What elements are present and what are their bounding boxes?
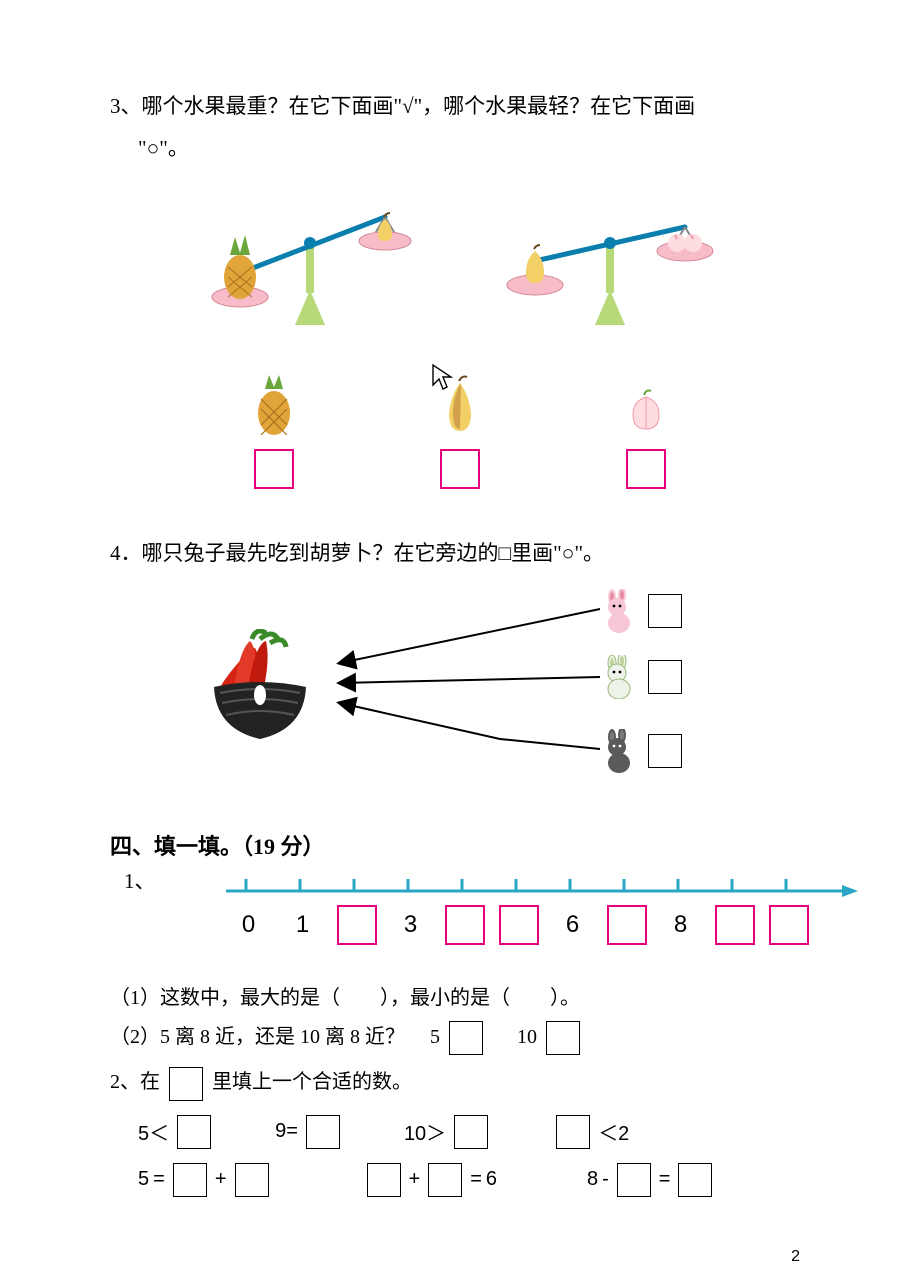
q2-hint-box (169, 1067, 203, 1101)
numberline-box[interactable] (715, 905, 755, 945)
pineapple-answer-box[interactable] (254, 449, 294, 489)
pear-col (437, 375, 483, 489)
expr-row-1: 5＜ 9= 10＞ ＜2 (138, 1115, 810, 1149)
numberline-labels: 01 3 6 8 (222, 905, 816, 945)
expr-text: = (470, 1168, 482, 1191)
sub1-text: （1）这数中，最大的是（ ），最小的是（ ）。 (110, 981, 810, 1010)
sub2-ten: 10 (517, 1026, 537, 1048)
pear-answer-box[interactable] (440, 449, 480, 489)
q4-prompt: 4．哪只兔子最先吃到胡萝卜？在它旁边的□里画"○"。 (110, 537, 810, 571)
expr-text: = (153, 1168, 165, 1191)
expr-box[interactable] (306, 1115, 340, 1149)
scale-pear-peach (500, 195, 720, 335)
scale-pineapple-pear (200, 195, 420, 335)
q2-label-row: 2、在 里填上一个合适的数。 (110, 1065, 810, 1100)
expr-box[interactable] (617, 1163, 651, 1197)
q3-prompt-line1: 3、哪个水果最重？在它下面画"√"，哪个水果最轻？在它下面画 (110, 90, 810, 124)
rabbit-row-1 (600, 589, 682, 633)
pineapple-icon (251, 375, 297, 435)
expr-item: 8- = (587, 1163, 716, 1197)
rabbit2-answer-box[interactable] (648, 660, 682, 694)
expr-item: 5＜ (138, 1115, 215, 1149)
expr-text: 10＞ (404, 1117, 446, 1146)
pineapple-col (251, 375, 297, 489)
page-number: 2 (791, 1248, 800, 1266)
cursor-icon (431, 363, 455, 391)
expr-text: ＜2 (598, 1117, 629, 1146)
peach-icon (623, 375, 669, 435)
worksheet-page: 3、哪个水果最重？在它下面画"√"，哪个水果最轻？在它下面画 "○"。 (0, 0, 920, 1237)
ten-box[interactable] (546, 1021, 580, 1055)
numberline-box[interactable] (337, 905, 377, 945)
expr-box[interactable] (454, 1115, 488, 1149)
white-rabbit-icon (600, 655, 638, 699)
expr-text: + (409, 1168, 421, 1191)
numberline-num: 3 (384, 911, 438, 939)
fruits-answer-row (110, 375, 810, 489)
sub2-row: （2）5 离 8 近，还是 10 离 8 近？ 5 10 (110, 1020, 810, 1055)
numberline-box[interactable] (769, 905, 809, 945)
scale1-svg (200, 195, 420, 335)
numberline-box[interactable] (499, 905, 539, 945)
scale2-svg (500, 195, 720, 335)
expr-row-2: 5=++=68-= (138, 1163, 810, 1197)
expr-box[interactable] (678, 1163, 712, 1197)
q2-label-tail: 里填上一个合适的数。 (212, 1071, 412, 1093)
numberline-svg (222, 871, 862, 901)
numberline-num: 0 (222, 911, 276, 939)
expr-text: - (602, 1168, 609, 1191)
carrot-basket-icon (200, 629, 320, 749)
rabbit1-answer-box[interactable] (648, 594, 682, 628)
q3-prompt-line2: "○"。 (138, 132, 810, 166)
expr-box[interactable] (177, 1115, 211, 1149)
sub2-five: 5 (430, 1026, 440, 1048)
expr-box[interactable] (428, 1163, 462, 1197)
pink-rabbit-icon (600, 589, 638, 633)
expr-text: = (659, 1168, 671, 1191)
expr-text: 5＜ (138, 1117, 169, 1146)
section4-title: 四、填一填。（19 分） (110, 829, 810, 861)
rabbit-row-3 (600, 729, 682, 773)
expr-item: + =6 (363, 1163, 498, 1197)
expr-text: 9= (275, 1120, 298, 1143)
numberline-num: 6 (546, 911, 600, 939)
numberline: 01 3 6 8 (222, 871, 811, 951)
q2-label: 2、在 (110, 1071, 160, 1093)
expr-text: 5 (138, 1168, 149, 1191)
numberline-num: 1 (276, 911, 330, 939)
expr-item: 10＞ (404, 1115, 492, 1149)
sub2-left: （2）5 离 8 近，还是 10 离 8 近？ (110, 1026, 405, 1048)
expr-box[interactable] (235, 1163, 269, 1197)
grey-rabbit-icon (600, 729, 638, 773)
expr-text: + (215, 1168, 227, 1191)
numberline-box[interactable] (445, 905, 485, 945)
numberline-num: 8 (654, 911, 708, 939)
rabbit-row-2 (600, 655, 682, 699)
expr-text: 8 (587, 1168, 598, 1191)
rabbit3-answer-box[interactable] (648, 734, 682, 768)
peach-answer-box[interactable] (626, 449, 666, 489)
expr-box[interactable] (556, 1115, 590, 1149)
expr-item: 9= (275, 1115, 344, 1149)
expr-item: 5= + (138, 1163, 273, 1197)
expr-box[interactable] (173, 1163, 207, 1197)
five-box[interactable] (449, 1021, 483, 1055)
rabbits-diagram (200, 589, 720, 789)
expr-text: 6 (486, 1168, 497, 1191)
scales-row (110, 195, 810, 335)
expr-item: ＜2 (552, 1115, 629, 1149)
q1-label: 1、 (124, 865, 156, 899)
numberline-box[interactable] (607, 905, 647, 945)
expr-box[interactable] (367, 1163, 401, 1197)
peach-col (623, 375, 669, 489)
